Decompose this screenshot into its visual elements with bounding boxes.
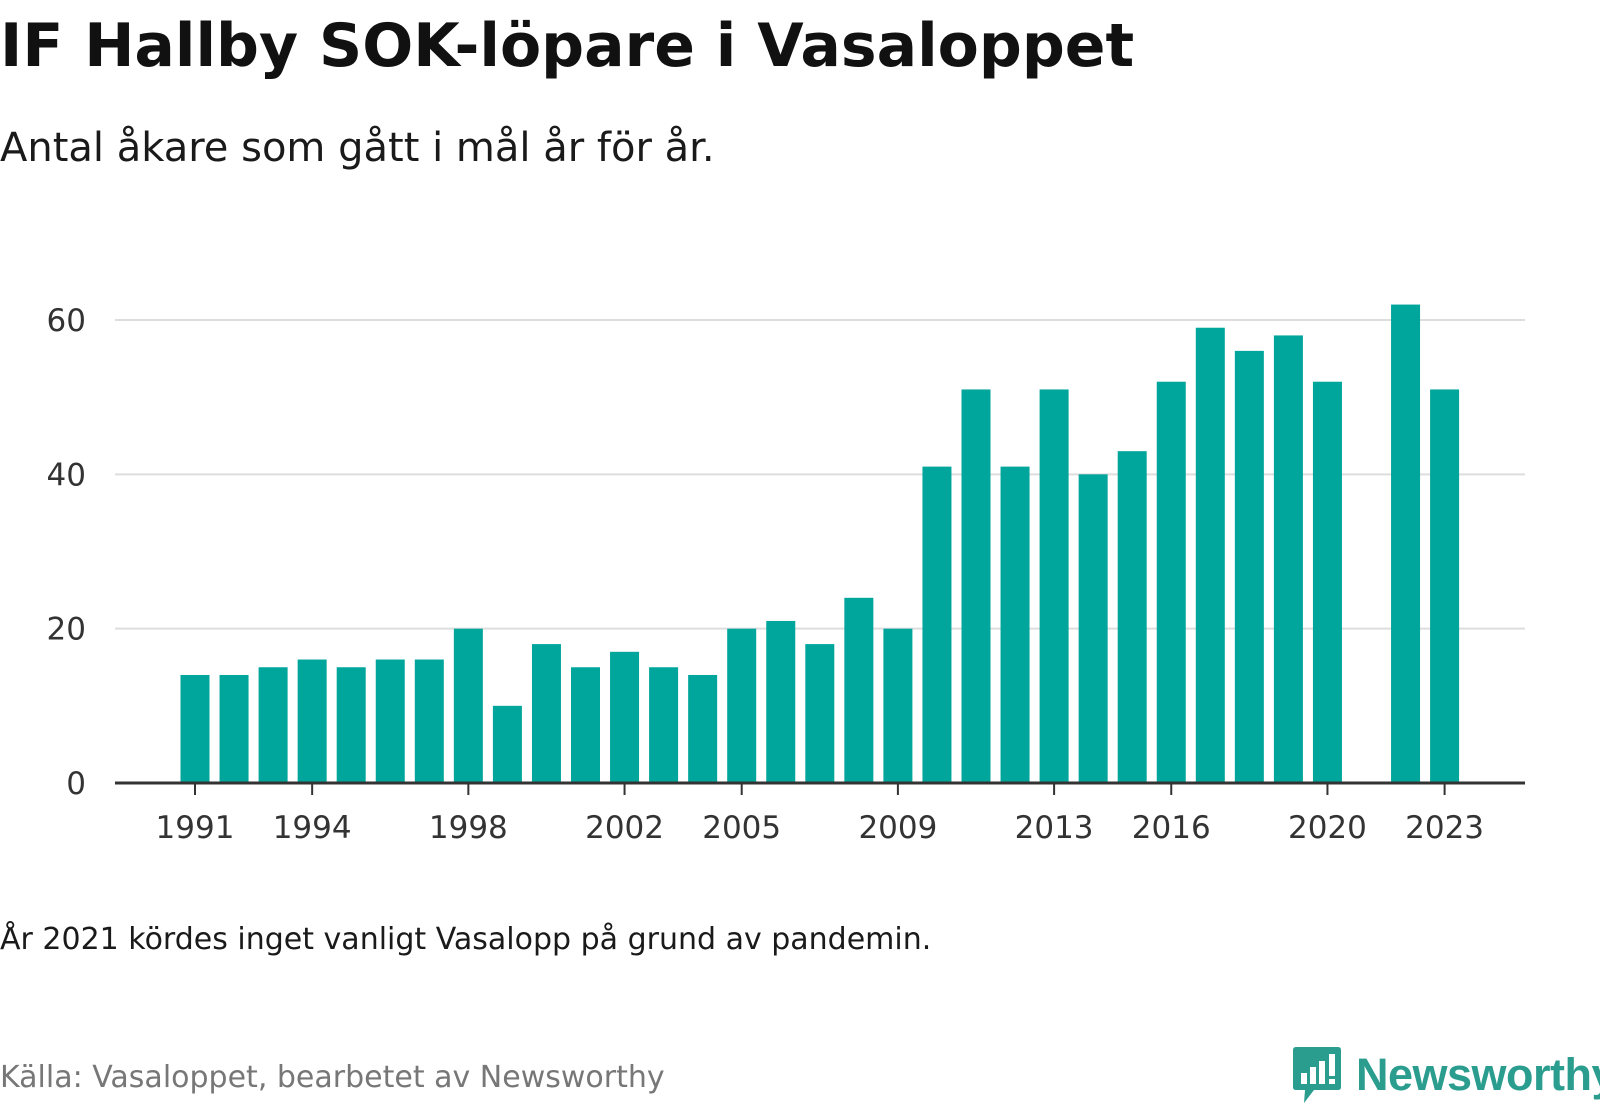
x-tick-label: 1998 (429, 810, 508, 846)
x-tick-label: 1994 (273, 810, 352, 846)
bar-2015 (1117, 451, 1147, 783)
bar-2019 (1273, 335, 1303, 783)
y-tick-label: 60 (47, 303, 86, 339)
bar-1997 (414, 659, 444, 783)
bar-2009 (883, 628, 913, 783)
source-credit: Källa: Vasaloppet, bearbetet av Newswort… (0, 1060, 665, 1095)
bar-2003 (649, 667, 679, 783)
x-tick-label: 2013 (1015, 810, 1094, 846)
bar-2000 (531, 644, 561, 783)
bar-2022 (1391, 304, 1421, 783)
y-axis-tick-labels: 0 20 40 60 (47, 303, 86, 802)
bar-2014 (1078, 474, 1108, 783)
bar-chart-speech-bubble-icon (1293, 1047, 1341, 1103)
bar-2002 (610, 651, 640, 783)
bar-chart: 0 20 40 60 1991 1994 1998 2002 2005 2009 2013 2016… (47, 303, 1525, 846)
x-tick-label: 2005 (702, 810, 781, 846)
bar-2013 (1039, 389, 1069, 783)
bar-2020 (1312, 381, 1342, 783)
x-tick-label: 2023 (1405, 810, 1484, 846)
x-tick-label: 2009 (858, 810, 937, 846)
bar-2023 (1430, 389, 1460, 783)
bar-2004 (688, 674, 718, 783)
bar-1998 (453, 628, 483, 783)
y-tick-label: 40 (47, 457, 86, 493)
x-tick-label: 1991 (156, 810, 235, 846)
y-tick-label: 0 (66, 766, 86, 802)
chart-note: År 2021 kördes inget vanligt Vasalopp på… (0, 922, 932, 957)
bar-1993 (258, 667, 288, 783)
bar-1991 (180, 674, 210, 783)
bar-2018 (1234, 350, 1264, 783)
bar-2007 (805, 644, 835, 783)
x-tick-label: 2002 (585, 810, 664, 846)
bar-1995 (336, 667, 366, 783)
brand-name: Newsworthy (1356, 1049, 1600, 1100)
bar-2012 (1000, 466, 1030, 783)
bar-2017 (1195, 327, 1225, 783)
bar-2016 (1156, 381, 1186, 783)
bar-2010 (922, 466, 952, 783)
bar-1996 (375, 659, 405, 783)
x-tick-label: 2020 (1288, 810, 1367, 846)
brand-logo-link[interactable]: Newsworthy (1292, 1040, 1600, 1110)
x-tick-label: 2016 (1132, 810, 1211, 846)
chart-subtitle: Antal åkare som gått i mål år för år. (0, 125, 715, 171)
bar-2001 (571, 667, 600, 783)
bar-2011 (961, 389, 991, 783)
y-tick-label: 20 (47, 612, 86, 648)
bar-2006 (766, 620, 796, 783)
bars (180, 304, 1460, 783)
bar-2008 (844, 597, 874, 783)
x-axis (115, 781, 1525, 795)
bar-2005 (727, 628, 757, 783)
bar-1999 (492, 705, 522, 783)
bar-1994 (297, 659, 327, 783)
x-axis-tick-labels: 1991 1994 1998 2002 2005 2009 2013 2016 2020 2023 (156, 810, 1485, 846)
bar-1992 (219, 674, 249, 783)
chart-title: IF Hallby SOK-löpare i Vasaloppet (0, 11, 1135, 81)
